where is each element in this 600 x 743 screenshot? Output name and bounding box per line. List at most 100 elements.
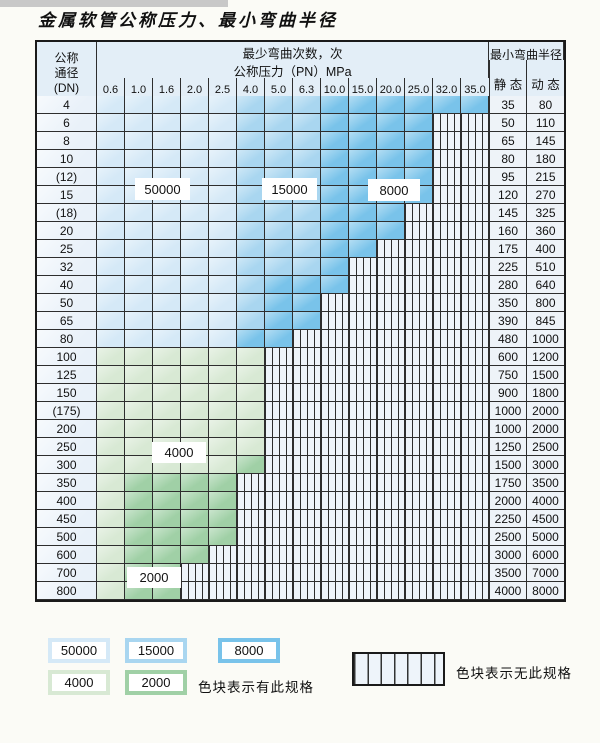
- grid-cell-g1: [125, 420, 153, 438]
- grid-cell-h: [321, 474, 349, 492]
- grid-cell-g2: [125, 546, 153, 564]
- grid-cell-h: [321, 456, 349, 474]
- grid-cell-b2: [265, 96, 293, 114]
- grid-cell-g1: [97, 402, 125, 420]
- static-radius-value: 600: [489, 348, 527, 366]
- grid-cell-h: [405, 564, 433, 582]
- grid-cell-h: [461, 492, 489, 510]
- grid-cell-g2: [181, 510, 209, 528]
- grid-cell-b2: [265, 132, 293, 150]
- grid-cell-b3: [377, 222, 405, 240]
- dynamic-radius-value: 360: [527, 222, 564, 240]
- grid-cell-h: [461, 186, 489, 204]
- grid-cell-h: [377, 528, 405, 546]
- grid-cell-h: [433, 384, 461, 402]
- grid-cell-h: [377, 330, 405, 348]
- grid-cell-b2: [265, 240, 293, 258]
- grid-cell-b2: [293, 114, 321, 132]
- grid-cell-b1: [209, 168, 237, 186]
- static-radius-value: 145: [489, 204, 527, 222]
- grid-cell-h: [461, 222, 489, 240]
- grid-cell-h: [405, 510, 433, 528]
- grid-cell-g1: [209, 438, 237, 456]
- grid-cell-h: [293, 510, 321, 528]
- grid-cell-b1: [209, 204, 237, 222]
- grid-cell-h: [265, 528, 293, 546]
- grid-cell-g2: [181, 546, 209, 564]
- grid-cell-h: [433, 564, 461, 582]
- grid-cell-g2: [153, 528, 181, 546]
- grid-cell-g1: [153, 366, 181, 384]
- grid-cell-h: [349, 438, 377, 456]
- grid-cell-g1: [237, 348, 265, 366]
- grid-cell-b2: [237, 294, 265, 312]
- grid-cell-b3: [265, 312, 293, 330]
- grid-cell-b1: [209, 258, 237, 276]
- dynamic-radius-value: 1500: [527, 366, 564, 384]
- dynamic-radius-value: 7000: [527, 564, 564, 582]
- grid-cell-b2: [237, 186, 265, 204]
- grid-cell-h: [405, 294, 433, 312]
- grid-cell-b1: [209, 96, 237, 114]
- dynamic-radius-value: 4500: [527, 510, 564, 528]
- grid-cell-b3: [349, 240, 377, 258]
- grid-cell-g1: [97, 582, 125, 600]
- dn-label: 600: [37, 546, 97, 564]
- grid-cell-b3: [349, 222, 377, 240]
- grid-cell-g2: [181, 528, 209, 546]
- scan-grey-strip: [0, 0, 228, 7]
- grid-cell-b1: [153, 114, 181, 132]
- grid-cell-h: [433, 276, 461, 294]
- grid-cell-g1: [237, 438, 265, 456]
- grid-cell-h: [293, 438, 321, 456]
- grid-cell-h: [433, 582, 461, 600]
- grid-cell-h: [265, 564, 293, 582]
- header-dn-line: 通径: [54, 66, 79, 80]
- grid-cell-h: [405, 546, 433, 564]
- grid-cell-g1: [97, 546, 125, 564]
- grid-cell-h: [321, 402, 349, 420]
- grid-cell-b1: [181, 96, 209, 114]
- grid-cell-b1: [181, 294, 209, 312]
- dynamic-radius-value: 325: [527, 204, 564, 222]
- dynamic-radius-value: 640: [527, 276, 564, 294]
- static-radius-value: 175: [489, 240, 527, 258]
- grid-cell-b3: [321, 96, 349, 114]
- static-radius-value: 1000: [489, 420, 527, 438]
- grid-cell-h: [433, 150, 461, 168]
- grid-cell-g1: [125, 456, 153, 474]
- grid-cell-h: [433, 132, 461, 150]
- grid-cell-g1: [237, 366, 265, 384]
- grid-cell-h: [461, 384, 489, 402]
- grid-cell-b3: [321, 258, 349, 276]
- grid-cell-b2: [265, 222, 293, 240]
- grid-cell-h: [377, 564, 405, 582]
- grid-cell-b2: [293, 96, 321, 114]
- dynamic-radius-value: 5000: [527, 528, 564, 546]
- dynamic-radius-value: 800: [527, 294, 564, 312]
- grid-cell-h: [433, 186, 461, 204]
- static-radius-value: 35: [489, 96, 527, 114]
- grid-cell-h: [321, 312, 349, 330]
- grid-cell-h: [405, 582, 433, 600]
- grid-cell-g1: [181, 420, 209, 438]
- dn-label: 6: [37, 114, 97, 132]
- grid-cell-b1: [97, 132, 125, 150]
- dynamic-radius-value: 145: [527, 132, 564, 150]
- grid-cell-h: [265, 420, 293, 438]
- grid-cell-h: [461, 204, 489, 222]
- grid-cell-h: [461, 438, 489, 456]
- grid-cell-h: [433, 294, 461, 312]
- grid-cell-b3: [349, 204, 377, 222]
- dn-label: 700: [37, 564, 97, 582]
- grid-cell-b3: [265, 294, 293, 312]
- grid-cell-g1: [97, 420, 125, 438]
- grid-cell-h: [349, 366, 377, 384]
- grid-cell-h: [265, 492, 293, 510]
- zone-label-50000: 50000: [135, 178, 190, 200]
- grid-cell-h: [461, 564, 489, 582]
- grid-cell-h: [293, 474, 321, 492]
- legend-swatch-50000: 50000: [48, 638, 110, 663]
- grid-cell-h: [433, 402, 461, 420]
- grid-cell-b2: [293, 204, 321, 222]
